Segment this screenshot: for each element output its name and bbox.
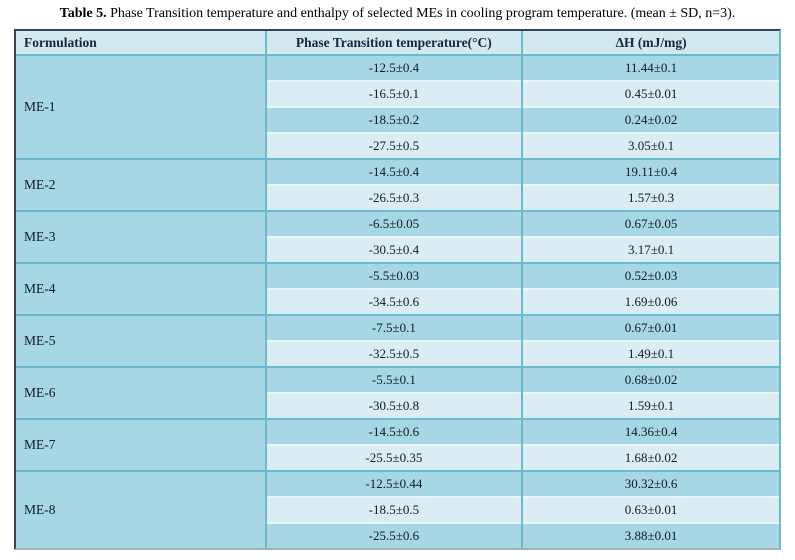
table-row: -32.5±0.5 1.49±0.1: [16, 340, 779, 367]
temperature-cell: -25.5±0.6: [264, 522, 523, 548]
table-row: -18.5±0.5 0.63±0.01: [16, 496, 779, 523]
enthalpy-cell: 1.69±0.06: [521, 288, 779, 315]
temperature-cell: -27.5±0.5: [264, 132, 523, 159]
temperature-cell: -12.5±0.44: [264, 470, 523, 497]
table-row: ME-5 -7.5±0.1 0.67±0.01: [16, 314, 779, 367]
enthalpy-cell: 0.63±0.01: [521, 496, 779, 523]
table-row: -30.5±0.8 1.59±0.1: [16, 392, 779, 419]
formulation-cell: ME-3: [16, 210, 266, 263]
temperature-cell: -7.5±0.1: [264, 314, 523, 341]
column-header-temperature: Phase Transition temperature(°C): [264, 31, 523, 56]
enthalpy-cell: 1.59±0.1: [521, 392, 779, 419]
table-caption-label: Table 5.: [59, 6, 107, 21]
enthalpy-cell: 0.67±0.01: [521, 314, 779, 341]
temperature-cell: -30.5±0.8: [264, 392, 523, 419]
table-row: ME-7 -14.5±0.6 14.36±0.4: [16, 418, 779, 471]
enthalpy-cell: 14.36±0.4: [521, 418, 779, 445]
enthalpy-cell: 3.88±0.01: [521, 522, 779, 548]
data-table-frame: Formulation Phase Transition temperature…: [14, 29, 781, 550]
table-row: ME-8 -12.5±0.44 30.32±0.6: [16, 470, 779, 548]
formulation-cell: ME-7: [16, 418, 266, 471]
enthalpy-cell: 0.24±0.02: [521, 106, 779, 133]
formulation-cell: ME-5: [16, 314, 266, 367]
table-row: -16.5±0.1 0.45±0.01: [16, 80, 779, 107]
formulation-cell: ME-1: [16, 54, 266, 159]
temperature-cell: -5.5±0.1: [264, 366, 523, 393]
temperature-cell: -32.5±0.5: [264, 340, 523, 367]
enthalpy-cell: 11.44±0.1: [521, 54, 779, 81]
enthalpy-cell: 0.52±0.03: [521, 262, 779, 289]
table-row: -25.5±0.35 1.68±0.02: [16, 444, 779, 471]
temperature-cell: -14.5±0.6: [264, 418, 523, 445]
enthalpy-cell: 0.68±0.02: [521, 366, 779, 393]
table-caption: Table 5. Phase Transition temperature an…: [0, 6, 795, 22]
enthalpy-cell: 1.68±0.02: [521, 444, 779, 471]
table-row: ME-2 -14.5±0.4 19.11±0.4: [16, 158, 779, 211]
temperature-cell: -14.5±0.4: [264, 158, 523, 185]
temperature-cell: -18.5±0.2: [264, 106, 523, 133]
table-row: ME-1 -12.5±0.4 11.44±0.1: [16, 54, 779, 159]
table-body: ME-1 -12.5±0.4 11.44±0.1 -16.5±0.1 0.45±0.01…: [16, 54, 779, 548]
table-row: -27.5±0.5 3.05±0.1: [16, 132, 779, 159]
temperature-cell: -26.5±0.3: [264, 184, 523, 211]
formulation-cell: ME-2: [16, 158, 266, 211]
formulation-cell: ME-4: [16, 262, 266, 315]
table-row: ME-4 -5.5±0.03 0.52±0.03: [16, 262, 779, 315]
phase-transition-table: Formulation Phase Transition temperature…: [16, 31, 779, 548]
table-row: -30.5±0.4 3.17±0.1: [16, 236, 779, 263]
column-header-formulation: Formulation: [16, 31, 266, 56]
table-row: -25.5±0.6 3.88±0.01: [16, 522, 779, 548]
temperature-cell: -6.5±0.05: [264, 210, 523, 237]
table-caption-text: Phase Transition temperature and enthalp…: [106, 6, 736, 21]
formulation-cell: ME-8: [16, 470, 266, 548]
enthalpy-cell: 0.45±0.01: [521, 80, 779, 107]
table-row: ME-6 -5.5±0.1 0.68±0.02: [16, 366, 779, 419]
table-row: ME-3 -6.5±0.05 0.67±0.05: [16, 210, 779, 263]
temperature-cell: -30.5±0.4: [264, 236, 523, 263]
temperature-cell: -34.5±0.6: [264, 288, 523, 315]
table-header-row: Formulation Phase Transition temperature…: [16, 31, 779, 56]
enthalpy-cell: 30.32±0.6: [521, 470, 779, 497]
temperature-cell: -16.5±0.1: [264, 80, 523, 107]
temperature-cell: -12.5±0.4: [264, 54, 523, 81]
enthalpy-cell: 3.17±0.1: [521, 236, 779, 263]
enthalpy-cell: 1.49±0.1: [521, 340, 779, 367]
enthalpy-cell: 1.57±0.3: [521, 184, 779, 211]
temperature-cell: -25.5±0.35: [264, 444, 523, 471]
enthalpy-cell: 3.05±0.1: [521, 132, 779, 159]
temperature-cell: -18.5±0.5: [264, 496, 523, 523]
table-row: -34.5±0.6 1.69±0.06: [16, 288, 779, 315]
table-row: -26.5±0.3 1.57±0.3: [16, 184, 779, 211]
column-header-enthalpy: ΔH (mJ/mg): [521, 31, 779, 56]
enthalpy-cell: 0.67±0.05: [521, 210, 779, 237]
enthalpy-cell: 19.11±0.4: [521, 158, 779, 185]
temperature-cell: -5.5±0.03: [264, 262, 523, 289]
formulation-cell: ME-6: [16, 366, 266, 419]
table-row: -18.5±0.2 0.24±0.02: [16, 106, 779, 133]
